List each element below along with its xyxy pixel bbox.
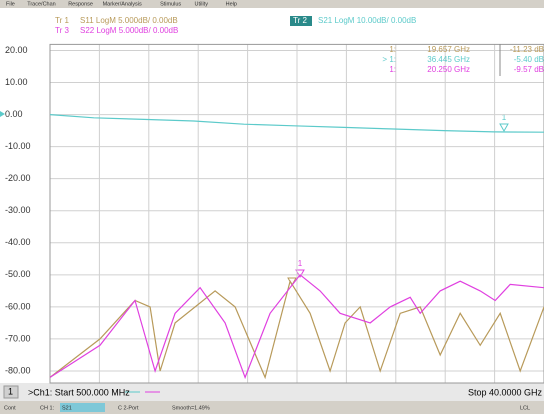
menu-item[interactable]: Stimulus — [160, 1, 181, 7]
menu-item[interactable]: Marker/Analysis — [103, 1, 142, 7]
display-area — [0, 8, 544, 383]
trace-label[interactable]: S11 LogM 5.000dB/ 0.00dB — [80, 16, 178, 25]
menu-bar — [0, 0, 544, 8]
status-field — [60, 403, 105, 412]
channel-box[interactable] — [3, 385, 19, 399]
footer-bar — [0, 383, 544, 401]
status-item: CH 1: — [40, 405, 55, 411]
menu-item[interactable]: Help — [226, 1, 237, 7]
active-trace-box — [290, 16, 312, 26]
y-tick-label: -10.00 — [5, 141, 31, 151]
status-item: C 2-Port — [118, 405, 139, 411]
menu-item[interactable]: File — [6, 1, 15, 7]
trace-label[interactable]: S21 LogM 10.00dB/ 0.00dB — [318, 16, 416, 25]
plot-frame — [49, 43, 544, 384]
marker-triangle — [295, 269, 305, 279]
y-tick-label: -80.00 — [5, 365, 31, 375]
y-tick-label: -60.00 — [5, 301, 31, 311]
marker-value: -5.40 dB — [514, 55, 544, 64]
channel-number[interactable]: 1 — [8, 386, 13, 396]
marker-id: 1: — [389, 45, 396, 54]
y-tick-label: -70.00 — [5, 333, 31, 343]
trace-line — [49, 279, 544, 380]
stop-frequency: Stop 40.0000 GHz — [468, 387, 543, 397]
y-tick-label: -50.00 — [5, 269, 31, 279]
marker-triangle — [499, 123, 509, 133]
menu-item[interactable]: Utility — [195, 1, 209, 7]
menu-item[interactable]: Trace/Chan — [27, 1, 56, 7]
marker-value: -9.57 dB — [514, 65, 544, 74]
status-item: S21 — [62, 405, 72, 411]
trace-id[interactable]: Tr 2 — [293, 16, 307, 25]
trace-line — [49, 114, 544, 133]
reference-arrow — [0, 111, 5, 117]
y-tick-label: 0.00 — [5, 109, 23, 119]
marker-id: 1: — [389, 65, 396, 74]
trace-line — [49, 273, 544, 380]
status-bar — [0, 401, 544, 414]
y-tick-label: 20.00 — [5, 45, 28, 55]
marker-number: 1 — [502, 113, 507, 122]
y-tick-label: -20.00 — [5, 173, 31, 183]
marker-frequency: 19.657 GHz — [427, 45, 470, 54]
status-item: LCL — [520, 405, 530, 411]
status-item: Cont — [4, 405, 16, 411]
menu-item[interactable]: Response — [68, 1, 93, 7]
marker-frequency: 36.445 GHz — [427, 55, 470, 64]
trace-id[interactable]: Tr 3 — [55, 26, 69, 35]
trace-id[interactable]: Tr 1 — [55, 16, 69, 25]
y-tick-label: -40.00 — [5, 237, 31, 247]
trace-label[interactable]: S22 LogM 5.000dB/ 0.00dB — [80, 26, 178, 35]
marker-number: 1 — [298, 259, 303, 268]
marker-frequency: 20.250 GHz — [427, 65, 470, 74]
status-item: Smooth=1.49% — [172, 405, 210, 411]
y-tick-label: 10.00 — [5, 77, 28, 87]
marker-value: -11.23 dB — [510, 45, 544, 54]
y-tick-label: -30.00 — [5, 205, 31, 215]
marker-id: > 1: — [382, 55, 396, 64]
start-frequency: >Ch1: Start 500.000 MHz — [28, 387, 130, 397]
